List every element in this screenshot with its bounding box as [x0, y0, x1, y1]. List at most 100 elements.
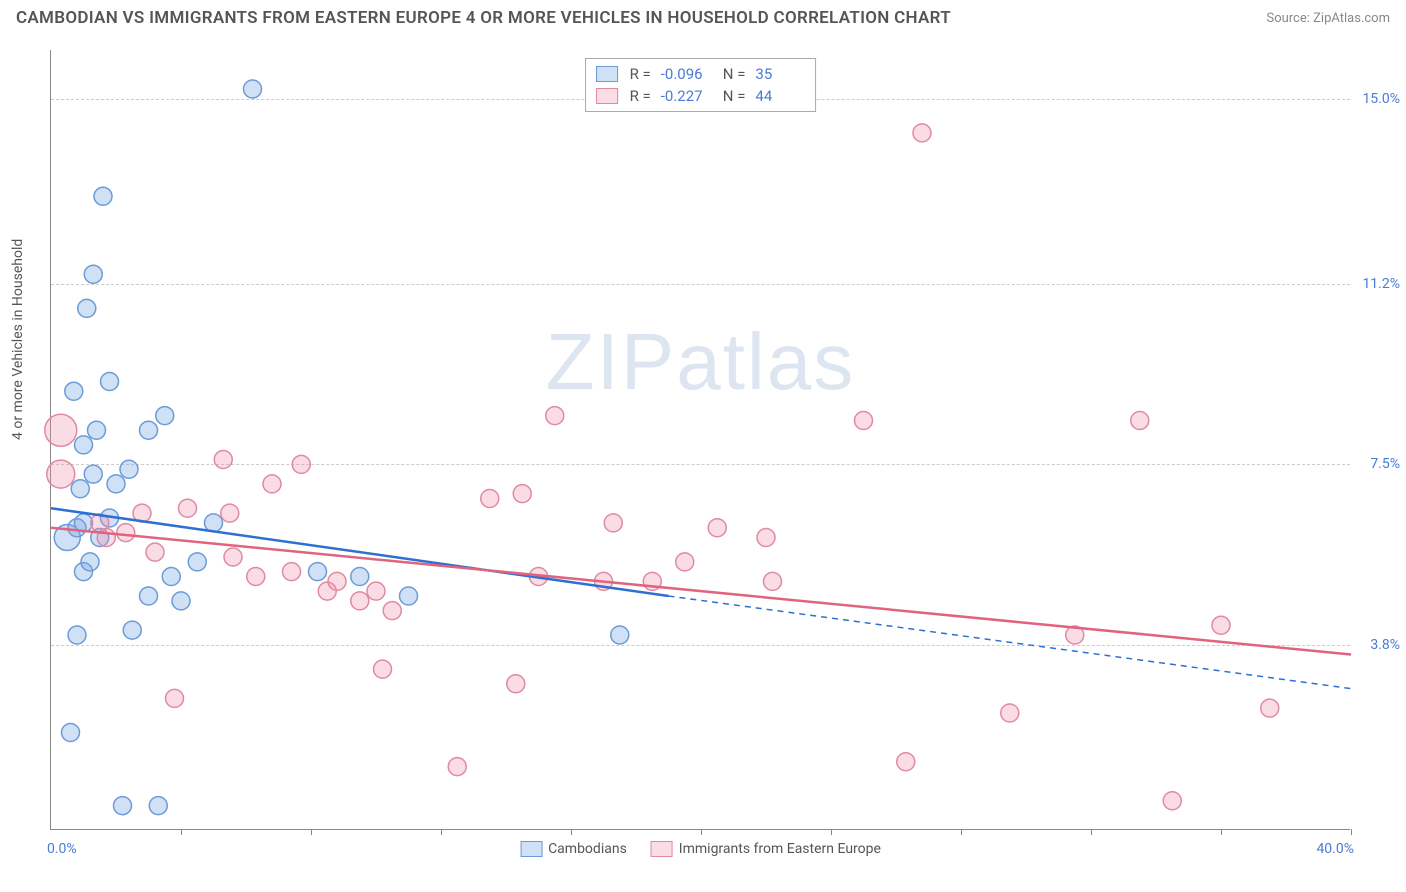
r-label: R = — [630, 65, 651, 83]
data-point — [1001, 704, 1019, 722]
data-point — [140, 421, 158, 439]
data-point — [1163, 792, 1181, 810]
data-point — [81, 553, 99, 571]
r-label: R = — [630, 87, 651, 105]
x-tick — [1091, 829, 1092, 835]
n-label: N = — [723, 65, 746, 83]
data-point — [764, 572, 782, 590]
legend-row: R = -0.227 N = 44 — [596, 85, 806, 107]
data-point — [309, 563, 327, 581]
data-point — [166, 689, 184, 707]
data-point — [604, 514, 622, 532]
data-point — [101, 373, 119, 391]
data-point — [45, 414, 77, 446]
data-point — [328, 572, 346, 590]
data-point — [120, 460, 138, 478]
data-point — [94, 187, 112, 205]
x-tick — [571, 829, 572, 835]
r-value: -0.096 — [661, 65, 711, 83]
data-point — [162, 568, 180, 586]
data-point — [146, 543, 164, 561]
data-point — [117, 524, 135, 542]
legend-item: Immigrants from Eastern Europe — [651, 841, 881, 857]
data-point — [107, 475, 125, 493]
r-value: -0.227 — [661, 87, 711, 105]
n-value: 44 — [755, 87, 805, 105]
scatter-svg — [51, 50, 1350, 829]
chart-plot-area: ZIPatlas 3.8%7.5%11.2%15.0% R = -0.096 N… — [50, 50, 1350, 830]
x-tick — [1351, 829, 1352, 835]
source-label: Source: ZipAtlas.com — [1266, 11, 1390, 26]
x-tick — [1221, 829, 1222, 835]
y-tick-label: 11.2% — [1362, 276, 1400, 292]
swatch-icon — [520, 841, 542, 857]
data-point — [62, 724, 80, 742]
data-point — [1131, 412, 1149, 430]
data-point — [513, 485, 531, 503]
x-tick — [831, 829, 832, 835]
swatch-icon — [596, 88, 618, 104]
x-tick — [181, 829, 182, 835]
data-point — [351, 592, 369, 610]
data-point — [221, 504, 239, 522]
data-point — [114, 797, 132, 815]
y-tick-label: 7.5% — [1370, 456, 1400, 472]
x-tick — [961, 829, 962, 835]
chart-title: CAMBODIAN VS IMMIGRANTS FROM EASTERN EUR… — [16, 8, 951, 28]
x-axis-max: 40.0% — [1316, 841, 1354, 857]
data-point — [374, 660, 392, 678]
data-point — [367, 582, 385, 600]
data-point — [507, 675, 525, 693]
swatch-icon — [596, 66, 618, 82]
data-point — [172, 592, 190, 610]
data-point — [247, 568, 265, 586]
x-tick — [701, 829, 702, 835]
legend-label: Cambodians — [548, 841, 627, 857]
data-point — [68, 626, 86, 644]
data-point — [383, 602, 401, 620]
data-point — [140, 587, 158, 605]
data-point — [156, 407, 174, 425]
data-point — [897, 753, 915, 771]
data-point — [351, 568, 369, 586]
data-point — [757, 529, 775, 547]
data-point — [481, 490, 499, 508]
data-point — [611, 626, 629, 644]
y-axis-label: 4 or more Vehicles in Household — [10, 239, 26, 440]
data-point — [400, 587, 418, 605]
n-value: 35 — [755, 65, 805, 83]
y-tick-label: 15.0% — [1362, 91, 1400, 107]
data-point — [292, 455, 310, 473]
data-point — [283, 563, 301, 581]
data-point — [188, 553, 206, 571]
data-point — [708, 519, 726, 537]
data-point — [179, 499, 197, 517]
data-point — [1212, 616, 1230, 634]
x-tick — [441, 829, 442, 835]
y-tick-label: 3.8% — [1370, 637, 1400, 653]
n-label: N = — [723, 87, 746, 105]
legend-label: Immigrants from Eastern Europe — [679, 841, 881, 857]
data-point — [65, 382, 83, 400]
swatch-icon — [651, 841, 673, 857]
trend-line-extrapolated — [669, 596, 1352, 689]
data-point — [97, 529, 115, 547]
data-point — [47, 460, 75, 488]
trend-line — [51, 528, 1351, 655]
data-point — [1261, 699, 1279, 717]
data-point — [214, 451, 232, 469]
data-point — [263, 475, 281, 493]
data-point — [448, 758, 466, 776]
legend-row: R = -0.096 N = 35 — [596, 63, 806, 85]
data-point — [88, 421, 106, 439]
data-point — [149, 797, 167, 815]
data-point — [205, 514, 223, 532]
data-point — [84, 465, 102, 483]
data-point — [244, 80, 262, 98]
data-point — [855, 412, 873, 430]
data-point — [78, 299, 96, 317]
data-point — [676, 553, 694, 571]
x-axis-min: 0.0% — [47, 841, 77, 857]
series-legend: Cambodians Immigrants from Eastern Europ… — [520, 841, 881, 857]
data-point — [71, 480, 89, 498]
